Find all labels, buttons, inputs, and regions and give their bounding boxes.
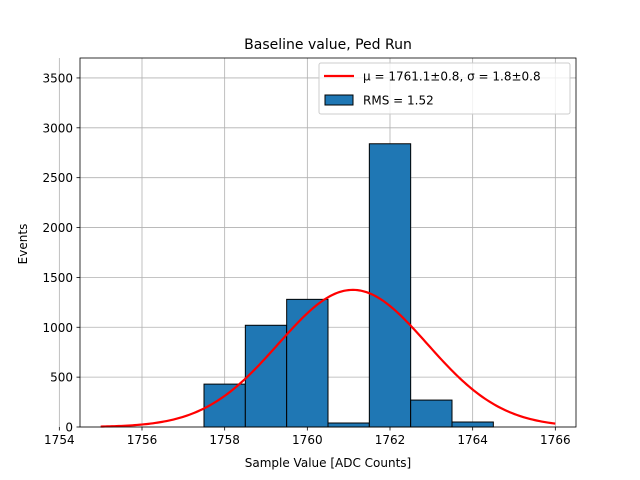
x-axis-label: Sample Value [ADC Counts] (245, 456, 411, 470)
gaussian-fit-curve (100, 288, 556, 428)
x-tick-label: 1756 (127, 433, 158, 447)
x-tick-label: 1760 (292, 433, 323, 447)
histogram-bar (286, 298, 329, 428)
y-tick-label: 0 (65, 421, 73, 435)
fit-curve-group (100, 288, 556, 428)
histogram-bars (203, 143, 494, 428)
histogram-bar (327, 422, 370, 428)
x-tick-label: 1758 (209, 433, 240, 447)
y-axis-label: Events (16, 224, 30, 265)
histogram-bar (410, 399, 453, 428)
legend-entry-label: μ = 1761.1±0.8, σ = 1.8±0.8 (363, 70, 541, 84)
legend-bar-swatch (324, 94, 354, 106)
y-axis-ticks: 0 500 1000 1500 2000 2500 3000 3500 (42, 71, 80, 435)
histogram-bar (368, 143, 412, 428)
x-tick-label: 1766 (540, 433, 571, 447)
y-tick-label: 500 (50, 371, 73, 385)
legend-entry-label: RMS = 1.52 (363, 94, 434, 108)
y-tick-label: 1000 (42, 321, 73, 335)
legend: μ = 1761.1±0.8, σ = 1.8±0.8 RMS = 1.52 (318, 62, 571, 115)
y-tick-label: 2000 (42, 221, 73, 235)
legend-box (318, 62, 571, 115)
plot-frame (79, 57, 577, 428)
chart-title: Baseline value, Ped Run (244, 37, 412, 53)
y-tick-label: 1500 (42, 271, 73, 285)
y-tick-label: 2500 (42, 171, 73, 185)
x-tick-label: 1754 (44, 433, 75, 447)
x-axis-ticks: 1754 1756 1758 1760 1762 1764 1766 (44, 427, 571, 447)
histogram-bar (451, 421, 494, 428)
x-tick-label: 1764 (457, 433, 488, 447)
y-tick-label: 3000 (42, 121, 73, 135)
x-tick-label: 1762 (375, 433, 406, 447)
y-tick-label: 3500 (42, 71, 73, 85)
